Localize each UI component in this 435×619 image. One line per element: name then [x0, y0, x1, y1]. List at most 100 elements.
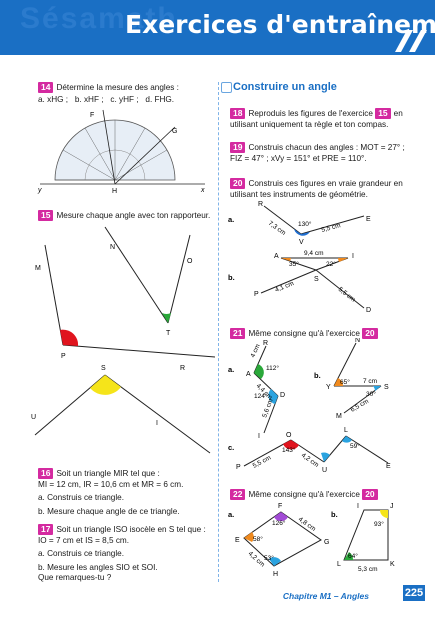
exercise-number: 17 [38, 524, 54, 535]
label-x: x [200, 187, 205, 194]
exercise-text-line2: FIZ = 47° ; xVy = 151° et PRE = 110°. [230, 153, 367, 163]
section-title: Construire un angle [233, 81, 337, 93]
exercise-data: IO = 7 cm et IS = 8,5 cm. [38, 535, 130, 545]
label-N: N [110, 244, 115, 251]
chapter-footer: Chapitre M1 – Angles [282, 591, 369, 601]
label-V: V [299, 239, 304, 246]
item-b: b. Mesure les angles SIO et SOI. [38, 562, 158, 572]
exercise-number: 18 [230, 108, 246, 119]
header-stripes [395, 30, 427, 52]
exercise-14-items: a. xHG ; b. xHF ; c. yHF ; d. FHG. [38, 95, 174, 106]
exercise-number: 21 [230, 328, 246, 339]
label-O: O [187, 258, 193, 265]
label-I: I [352, 253, 354, 260]
exercise-text: Construis ces figures en vraie grandeur … [248, 179, 403, 188]
label-Y: Y [326, 384, 331, 391]
section-icon [221, 82, 232, 93]
label-S: S [384, 384, 389, 391]
label-M: M [336, 413, 342, 420]
label-S: S [314, 276, 319, 283]
label-S: S [101, 365, 106, 372]
label-D: D [366, 307, 371, 314]
watermark: Sésamath [20, 2, 178, 35]
item-d: d. FHG. [145, 95, 175, 104]
exercise-number: 14 [38, 82, 54, 93]
angles-figure: M P R N O T S U I [31, 226, 215, 454]
exercise-20-figures: a. R E V 7,3 cm 5,5 cm 130° b. A I P S D… [228, 201, 371, 314]
label-U: U [322, 467, 327, 474]
figure-label: a. [228, 215, 234, 224]
length-label: 5,5 cm [321, 222, 342, 234]
label-L: L [337, 561, 341, 568]
angle-label: 53° [264, 554, 274, 562]
item-b: b. Mesure chaque angle de ce triangle. [38, 506, 180, 516]
page-title: Exercices d'entraînement [125, 10, 435, 39]
label-F: F [90, 112, 94, 119]
page-number: 225 [403, 585, 425, 601]
exercise-text-line2: utilisant uniquement ta règle et ton com… [230, 119, 389, 129]
column-divider [218, 82, 219, 582]
label-A: A [274, 253, 279, 260]
exercise-19: 19 Construis chacun des angles : MOT = 27… [230, 142, 430, 164]
label-y: y [37, 187, 42, 194]
exercise-ref: 15 [375, 108, 391, 119]
figure-label: a. [228, 365, 234, 374]
label-K: K [390, 561, 395, 568]
exercise-16: 16 Soit un triangle MIR tel que : MI = 12… [38, 468, 183, 517]
exercise-text: Détermine la mesure des angles : [56, 83, 179, 92]
label-I: I [258, 433, 260, 440]
angle-label: 130° [298, 220, 312, 228]
length-label: 4,2 cm [247, 550, 266, 568]
label-I: I [357, 503, 359, 510]
exercise-number: 16 [38, 468, 54, 479]
item-b: b. xHF ; [74, 95, 104, 104]
exercise-22-figures: a. F E G H 126° 58° 53° 4,8 cm 4,2 cm b.… [228, 503, 395, 578]
label-G: G [172, 128, 177, 135]
length-label: 5,5 cm [252, 454, 273, 469]
exercise-22: 22 Même consigne qu'à l'exercice 20 [230, 489, 430, 501]
label-A: A [246, 371, 251, 378]
label-O: O [286, 432, 292, 439]
label-P: P [236, 464, 241, 471]
label-R: R [180, 365, 185, 372]
label-R: R [258, 201, 263, 208]
angle-label: 112° [266, 364, 279, 372]
item-c: Que remarques-tu ? [38, 573, 112, 582]
figure-label: c. [228, 443, 234, 452]
exercise-17: 17 Soit un triangle ISO isocèle en S tel … [38, 524, 206, 584]
label-E: E [235, 537, 240, 544]
angle-label: 22° [326, 260, 336, 268]
label-L: L [344, 427, 348, 434]
length-label: 7,3 cm [267, 220, 287, 237]
exercise-20: 20 Construis ces figures en vraie grandeu… [230, 178, 430, 200]
label-F: F [278, 503, 282, 510]
figure-label: a. [228, 510, 234, 519]
exercise-21: 21 Même consigne qu'à l'exercice 20 [230, 328, 430, 340]
label-G: G [324, 539, 329, 546]
exercise-number: 22 [230, 489, 246, 500]
exercise-text: Construis chacun des angles : MOT = 27° … [248, 143, 405, 152]
angle-label: 30° [366, 390, 376, 398]
item-c: c. yHF ; [110, 95, 139, 104]
label-R: R [263, 340, 268, 347]
item-a: a. Construis ce triangle. [38, 549, 125, 558]
length-label: 5,6 cm [261, 398, 274, 419]
angle-label: 126° [272, 519, 286, 527]
page-header: Sésamath Exercices d'entraînement [0, 0, 435, 55]
label-H: H [112, 188, 117, 195]
length-label: 5,3 cm [358, 566, 378, 573]
exercise-text: Soit un triangle ISO isocèle en S tel qu… [56, 525, 206, 534]
label-P: P [61, 353, 66, 360]
angle-label: 58° [253, 535, 263, 543]
exercise-text: Reproduis les figures de l'exercice [248, 109, 373, 118]
exercise-15: 15 Mesure chaque angle avec ton rapporteu… [38, 210, 210, 222]
angle-label: 124° [254, 392, 268, 400]
label-U: U [31, 414, 36, 421]
length-label: 4,1 cm [274, 280, 295, 294]
length-label: 4 cm [249, 343, 261, 359]
exercise-18: 18 Reproduis les figures de l'exercice 15… [230, 108, 430, 130]
figure-label: b. [314, 371, 321, 380]
exercise-14: 14 Détermine la mesure des angles : [38, 82, 179, 94]
label-E: E [386, 463, 391, 470]
exercise-text: Même consigne qu'à l'exercice [248, 329, 360, 338]
